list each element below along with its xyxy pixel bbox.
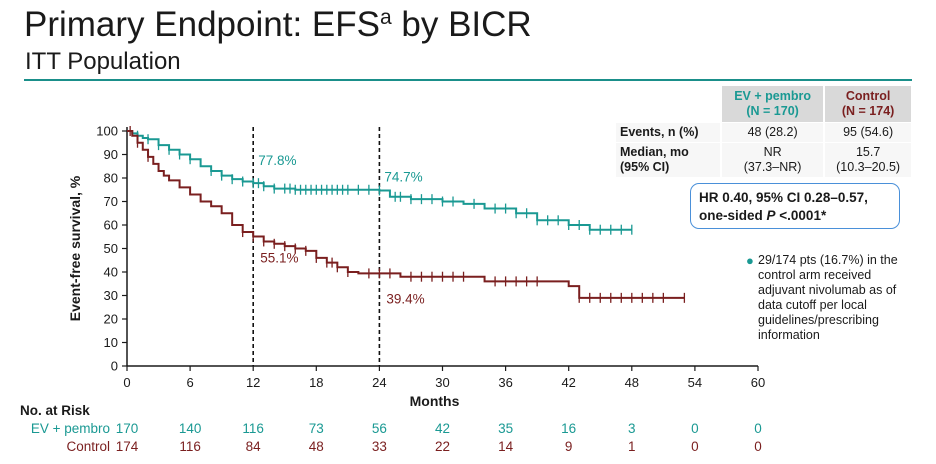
stats-row-label: Events, n (%) xyxy=(616,121,722,142)
y-tick-label: 70 xyxy=(104,194,118,209)
x-tick-label: 6 xyxy=(186,375,193,390)
x-tick-label: 54 xyxy=(688,375,702,390)
x-tick-label: 36 xyxy=(498,375,512,390)
risk-cell-control: 0 xyxy=(754,439,762,454)
y-tick-label: 40 xyxy=(104,265,118,280)
x-tick-label: 42 xyxy=(561,375,575,390)
x-tick-label: 24 xyxy=(372,375,386,390)
risk-cell-control: 48 xyxy=(308,439,324,454)
title-divider xyxy=(24,79,912,81)
landmark-annotation: 39.4% xyxy=(386,291,424,306)
y-tick-label: 60 xyxy=(104,218,118,233)
landmark-annotation: 55.1% xyxy=(260,251,298,266)
stats-table: EV + pembro (N = 170) Control (N = 174) Ev… xyxy=(616,86,911,177)
risk-cell-control: 1 xyxy=(628,439,636,454)
stats-cell-ev: NR (37.3–NR) xyxy=(721,141,826,177)
stats-row-median: Median, mo (95% CI) NR (37.3–NR) 15.7 (10.3… xyxy=(616,141,911,177)
stats-row-events: Events, n (%) 48 (28.2) 95 (54.6) xyxy=(616,121,911,142)
risk-cell-control: 0 xyxy=(691,439,699,454)
y-tick-label: 50 xyxy=(104,241,118,256)
x-tick-label: 0 xyxy=(123,375,130,390)
y-axis-label: Event-free survival, % xyxy=(67,175,83,321)
risk-cell-control: 84 xyxy=(245,439,261,454)
risk-cell-control: 14 xyxy=(498,439,514,454)
risk-cell-control: 174 xyxy=(115,439,139,454)
y-tick-label: 100 xyxy=(96,124,118,139)
risk-cell-control: 22 xyxy=(434,439,451,454)
y-tick-label: 20 xyxy=(104,312,118,327)
risk-cell-ev: 73 xyxy=(308,421,324,436)
risk-table-heading: No. at Risk xyxy=(20,403,90,418)
footnote-bullet: ● 29/174 pts (16.7%) in the control arm … xyxy=(746,253,898,342)
risk-row-label-control: Control xyxy=(66,439,110,454)
y-tick-label: 80 xyxy=(104,171,118,186)
stats-cell-ev: 48 (28.2) xyxy=(721,121,826,142)
risk-cell-ev: 170 xyxy=(115,421,139,436)
stats-cell-control: 15.7 (10.3–20.5) xyxy=(824,141,911,177)
landmark-annotation: 74.7% xyxy=(384,169,422,184)
stats-cell-control: 95 (54.6) xyxy=(824,121,911,142)
control-curve xyxy=(127,130,685,299)
x-tick-label: 48 xyxy=(625,375,639,390)
risk-cell-ev: 116 xyxy=(242,421,264,436)
risk-cell-control: 9 xyxy=(564,439,573,454)
risk-cell-ev: 56 xyxy=(371,421,387,436)
risk-cell-ev: 3 xyxy=(628,421,636,436)
page-title: Primary Endpoint: EFSa by BICR xyxy=(24,5,532,44)
stats-row-label: Median, mo (95% CI) xyxy=(616,141,722,177)
x-tick-label: 30 xyxy=(435,375,449,390)
risk-cell-ev: 16 xyxy=(561,421,577,436)
y-tick-label: 90 xyxy=(104,147,118,162)
hazard-ratio-box: HR 0.40, 95% CI 0.28–0.57, one-sided P <… xyxy=(690,183,900,229)
stats-header-control: Control (N = 174) xyxy=(824,86,911,122)
stats-header-ev: EV + pembro (N = 170) xyxy=(721,86,826,122)
y-tick-label: 30 xyxy=(104,288,118,303)
risk-row-label-ev: EV + pembro xyxy=(30,421,110,436)
y-tick-label: 10 xyxy=(104,335,118,350)
page-subtitle: ITT Population xyxy=(25,48,181,75)
bullet-icon: ● xyxy=(746,253,754,268)
x-axis-label: Months xyxy=(410,393,460,409)
risk-cell-control: 33 xyxy=(371,439,387,454)
risk-cell-ev: 0 xyxy=(754,421,762,436)
x-tick-label: 12 xyxy=(246,375,260,390)
x-tick-label: 60 xyxy=(751,375,765,390)
risk-cell-control: 116 xyxy=(179,439,201,454)
x-tick-label: 18 xyxy=(309,375,323,390)
landmark-annotation: 77.8% xyxy=(258,153,296,168)
risk-cell-ev: 42 xyxy=(434,421,451,436)
risk-cell-ev: 140 xyxy=(178,421,202,436)
risk-cell-ev: 0 xyxy=(691,421,699,436)
risk-cell-ev: 35 xyxy=(498,421,514,436)
stats-header-blank xyxy=(616,86,722,122)
y-tick-label: 0 xyxy=(111,359,118,374)
